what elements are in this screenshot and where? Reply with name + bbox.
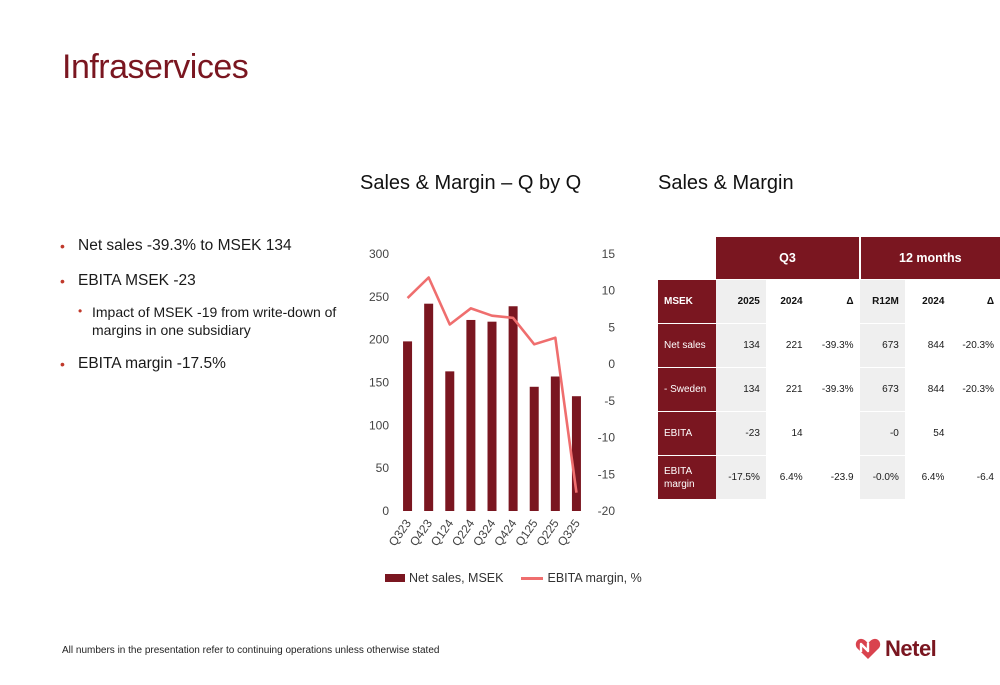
table-row: - Sweden 134 221 -39.3% 673 844 -20.3% [658, 367, 1000, 412]
column-header: Δ [808, 279, 860, 324]
group-header-12-months: 12 months [858, 237, 1000, 280]
bar-net-sales [529, 386, 539, 511]
table-cell: 844 [904, 367, 951, 412]
column-header: Δ [950, 279, 1000, 324]
line-ebita-margin [406, 276, 578, 493]
table-cell: 221 [765, 367, 809, 412]
table-row: Net sales 134 221 -39.3% 673 844 -20.3% [658, 323, 1000, 368]
y2-axis-tick-label: 15 [602, 247, 615, 261]
legend-bar-swatch [385, 574, 405, 582]
column-header: MSEK [658, 279, 717, 324]
y2-axis-tick-label: -20 [598, 504, 615, 518]
bar-net-sales [445, 371, 455, 511]
netel-logo: Netel [855, 636, 937, 662]
table-cell: -39.3% [808, 367, 860, 412]
table-cell: 6.4% [904, 455, 951, 500]
chart-legend: Net sales, MSEK EBITA margin, % [385, 571, 642, 585]
summary-bullets: • Net sales -39.3% to MSEK 134 • EBITA MSE… [60, 236, 350, 389]
legend-ebita-margin: EBITA margin, % [521, 571, 642, 585]
table-cell: 134 [716, 323, 766, 368]
table-header-row: MSEK 2025 2024 Δ R12M 2024 Δ [658, 279, 1000, 324]
table-group-header-row: Q3 12 months [658, 237, 1000, 280]
bullet-ebita-margin: • EBITA margin -17.5% [60, 355, 226, 372]
blank-cell [658, 237, 717, 280]
y-axis-tick-label: 100 [369, 418, 389, 432]
table-cell: -20.3% [950, 323, 1000, 368]
logo-text: Netel [885, 636, 937, 661]
legend-line-swatch [521, 576, 544, 580]
y-axis-tick-label: 50 [376, 461, 390, 475]
table-cell: 14 [765, 411, 809, 456]
table-cell: -0.0% [859, 455, 905, 500]
table-cell: 673 [859, 367, 905, 412]
table-title: Sales & Margin [658, 172, 794, 194]
bar-net-sales [487, 321, 497, 511]
sales-margin-table: Q3 12 months MSEK 2025 2024 Δ R12M 2024 … [658, 237, 1000, 500]
table-row: EBITA -23 14 -0 54 [658, 411, 1000, 456]
y2-axis-tick-label: -15 [598, 467, 615, 481]
bar-net-sales [508, 306, 518, 511]
table-cell: 221 [765, 323, 809, 368]
y2-axis-tick-label: -5 [604, 394, 615, 408]
column-header: R12M [859, 279, 905, 324]
row-label: - Sweden [658, 367, 717, 412]
table-cell: -23.9 [808, 455, 860, 500]
bar-net-sales [550, 376, 560, 511]
y-axis-tick-label: 200 [369, 333, 389, 347]
y-axis-tick-label: 300 [369, 247, 389, 261]
row-label: Net sales [658, 323, 717, 368]
y2-axis-tick-label: 10 [602, 284, 615, 298]
row-label: EBITA [658, 411, 717, 456]
group-header-q3: Q3 [716, 237, 860, 280]
table-cell: -6.4 [950, 455, 1000, 500]
y-axis-tick-label: 250 [369, 290, 389, 304]
table-row: EBITA margin -17.5% 6.4% -23.9 -0.0% 6.4… [658, 455, 1000, 500]
table-cell: 134 [716, 367, 766, 412]
table-cell: 6.4% [765, 455, 809, 500]
y-axis-tick-label: 150 [369, 376, 389, 390]
table-cell: -23 [716, 411, 766, 456]
y2-axis-tick-label: -10 [598, 431, 615, 445]
y-axis-tick-label: 0 [382, 504, 389, 518]
row-label: EBITA margin [658, 455, 717, 500]
table-cell: -20.3% [950, 367, 1000, 412]
bar-net-sales [403, 341, 413, 511]
chart-title: Sales & Margin – Q by Q [360, 172, 582, 194]
page-title: Infraservices [62, 48, 249, 86]
legend-net-sales: Net sales, MSEK [385, 571, 503, 585]
bullet-net-sales: • Net sales -39.3% to MSEK 134 [60, 237, 292, 254]
netel-heart-icon [855, 638, 881, 659]
bullet-ebita: • EBITA MSEK -23 [60, 272, 196, 289]
table-cell [808, 411, 860, 456]
bar-net-sales [571, 396, 581, 511]
y2-axis-tick-label: 0 [608, 357, 615, 371]
x-axis-tick-label: Q325 [555, 516, 583, 548]
bar-net-sales [466, 319, 476, 511]
y2-axis-tick-label: 5 [608, 320, 615, 334]
footnote: All numbers in the presentation refer to… [62, 645, 440, 656]
table-cell: -0 [859, 411, 905, 456]
column-header: 2024 [765, 279, 809, 324]
bar-net-sales [424, 303, 434, 511]
sales-margin-chart: 050100150200250300-20-15-10-5051015Q323Q… [369, 247, 615, 549]
table-cell: 673 [859, 323, 905, 368]
bullet-write-down: • Impact of MSEK -19 from write-down of m… [78, 304, 337, 338]
table-cell: 54 [904, 411, 951, 456]
table-cell: 844 [904, 323, 951, 368]
table-cell: -17.5% [716, 455, 766, 500]
column-header: 2025 [716, 279, 766, 324]
table-cell: -39.3% [808, 323, 860, 368]
column-header: 2024 [904, 279, 951, 324]
table-cell [950, 411, 1000, 456]
